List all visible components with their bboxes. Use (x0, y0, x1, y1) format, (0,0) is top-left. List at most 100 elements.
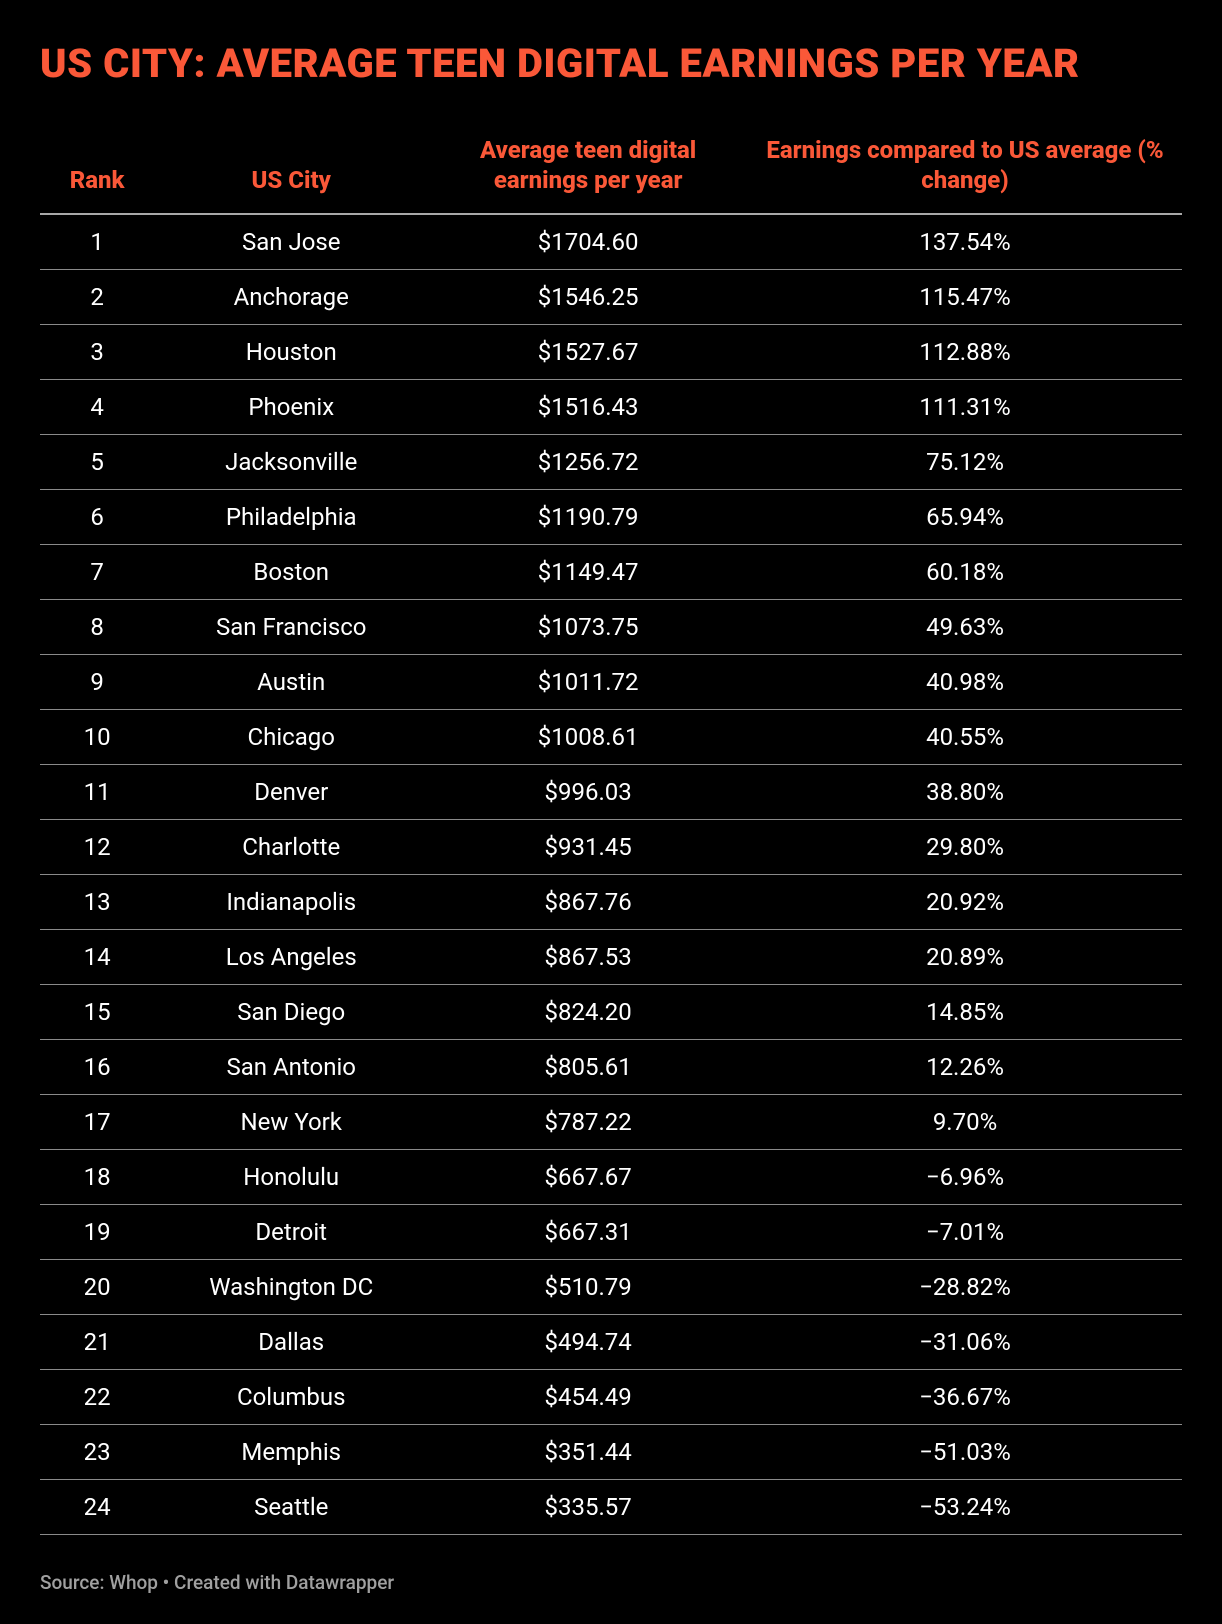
cell-change: 9.70% (748, 1095, 1182, 1150)
cell-rank: 1 (40, 214, 154, 270)
cell-rank: 12 (40, 820, 154, 875)
cell-earnings: $335.57 (428, 1480, 748, 1535)
cell-earnings: $510.79 (428, 1260, 748, 1315)
table-row: 20Washington DC$510.79−28.82% (40, 1260, 1182, 1315)
cell-change: 40.98% (748, 655, 1182, 710)
table-row: 15San Diego$824.2014.85% (40, 985, 1182, 1040)
cell-city: San Antonio (154, 1040, 428, 1095)
table-row: 5Jacksonville$1256.7275.12% (40, 435, 1182, 490)
table-row: 11Denver$996.0338.80% (40, 765, 1182, 820)
cell-city: Austin (154, 655, 428, 710)
table-row: 3Houston$1527.67112.88% (40, 325, 1182, 380)
cell-rank: 10 (40, 710, 154, 765)
cell-earnings: $824.20 (428, 985, 748, 1040)
cell-rank: 24 (40, 1480, 154, 1535)
cell-earnings: $1011.72 (428, 655, 748, 710)
cell-earnings: $787.22 (428, 1095, 748, 1150)
table-row: 22Columbus$454.49−36.67% (40, 1370, 1182, 1425)
col-header-city: US City (154, 123, 428, 214)
cell-city: Indianapolis (154, 875, 428, 930)
cell-earnings: $1704.60 (428, 214, 748, 270)
cell-city: Dallas (154, 1315, 428, 1370)
cell-city: Boston (154, 545, 428, 600)
cell-rank: 11 (40, 765, 154, 820)
cell-earnings: $454.49 (428, 1370, 748, 1425)
table-row: 4Phoenix$1516.43111.31% (40, 380, 1182, 435)
cell-earnings: $1073.75 (428, 600, 748, 655)
cell-city: San Jose (154, 214, 428, 270)
cell-rank: 7 (40, 545, 154, 600)
cell-rank: 14 (40, 930, 154, 985)
cell-rank: 16 (40, 1040, 154, 1095)
cell-city: New York (154, 1095, 428, 1150)
cell-city: San Francisco (154, 600, 428, 655)
cell-city: Memphis (154, 1425, 428, 1480)
cell-change: −51.03% (748, 1425, 1182, 1480)
table-row: 18Honolulu$667.67−6.96% (40, 1150, 1182, 1205)
cell-change: −28.82% (748, 1260, 1182, 1315)
cell-rank: 6 (40, 490, 154, 545)
cell-change: 112.88% (748, 325, 1182, 380)
cell-earnings: $805.61 (428, 1040, 748, 1095)
earnings-table: Rank US City Average teen digital earnin… (40, 123, 1182, 1535)
cell-city: San Diego (154, 985, 428, 1040)
table-row: 9Austin$1011.7240.98% (40, 655, 1182, 710)
cell-change: 75.12% (748, 435, 1182, 490)
col-header-change: Earnings compared to US average (% chang… (748, 123, 1182, 214)
cell-city: Chicago (154, 710, 428, 765)
table-row: 7Boston$1149.4760.18% (40, 545, 1182, 600)
source-footer: Source: Whop • Created with Datawrapper (40, 1571, 1182, 1594)
table-row: 8San Francisco$1073.7549.63% (40, 600, 1182, 655)
cell-rank: 3 (40, 325, 154, 380)
cell-rank: 13 (40, 875, 154, 930)
cell-city: Seattle (154, 1480, 428, 1535)
cell-earnings: $667.31 (428, 1205, 748, 1260)
cell-change: −31.06% (748, 1315, 1182, 1370)
cell-change: −6.96% (748, 1150, 1182, 1205)
cell-city: Jacksonville (154, 435, 428, 490)
table-row: 13Indianapolis$867.7620.92% (40, 875, 1182, 930)
cell-rank: 2 (40, 270, 154, 325)
table-row: 2Anchorage$1546.25115.47% (40, 270, 1182, 325)
cell-earnings: $867.53 (428, 930, 748, 985)
table-row: 10Chicago$1008.6140.55% (40, 710, 1182, 765)
cell-rank: 17 (40, 1095, 154, 1150)
cell-change: 111.31% (748, 380, 1182, 435)
col-header-earnings: Average teen digital earnings per year (428, 123, 748, 214)
cell-earnings: $1546.25 (428, 270, 748, 325)
cell-city: Los Angeles (154, 930, 428, 985)
cell-change: 40.55% (748, 710, 1182, 765)
infographic-container: US CITY: AVERAGE TEEN DIGITAL EARNINGS P… (0, 0, 1222, 1624)
cell-earnings: $931.45 (428, 820, 748, 875)
cell-rank: 15 (40, 985, 154, 1040)
page-title: US CITY: AVERAGE TEEN DIGITAL EARNINGS P… (40, 40, 1182, 87)
table-row: 23Memphis$351.44−51.03% (40, 1425, 1182, 1480)
table-row: 6Philadelphia$1190.7965.94% (40, 490, 1182, 545)
cell-rank: 19 (40, 1205, 154, 1260)
cell-change: −7.01% (748, 1205, 1182, 1260)
cell-city: Philadelphia (154, 490, 428, 545)
cell-rank: 20 (40, 1260, 154, 1315)
table-row: 21Dallas$494.74−31.06% (40, 1315, 1182, 1370)
cell-rank: 4 (40, 380, 154, 435)
col-header-rank: Rank (40, 123, 154, 214)
cell-change: 12.26% (748, 1040, 1182, 1095)
cell-change: 115.47% (748, 270, 1182, 325)
cell-city: Columbus (154, 1370, 428, 1425)
cell-rank: 18 (40, 1150, 154, 1205)
table-row: 14Los Angeles$867.5320.89% (40, 930, 1182, 985)
cell-change: −36.67% (748, 1370, 1182, 1425)
cell-earnings: $667.67 (428, 1150, 748, 1205)
cell-earnings: $1527.67 (428, 325, 748, 380)
table-header-row: Rank US City Average teen digital earnin… (40, 123, 1182, 214)
cell-change: 14.85% (748, 985, 1182, 1040)
cell-city: Denver (154, 765, 428, 820)
cell-rank: 22 (40, 1370, 154, 1425)
cell-change: 20.89% (748, 930, 1182, 985)
cell-change: 65.94% (748, 490, 1182, 545)
cell-rank: 5 (40, 435, 154, 490)
cell-change: 49.63% (748, 600, 1182, 655)
cell-earnings: $996.03 (428, 765, 748, 820)
cell-city: Detroit (154, 1205, 428, 1260)
cell-earnings: $494.74 (428, 1315, 748, 1370)
